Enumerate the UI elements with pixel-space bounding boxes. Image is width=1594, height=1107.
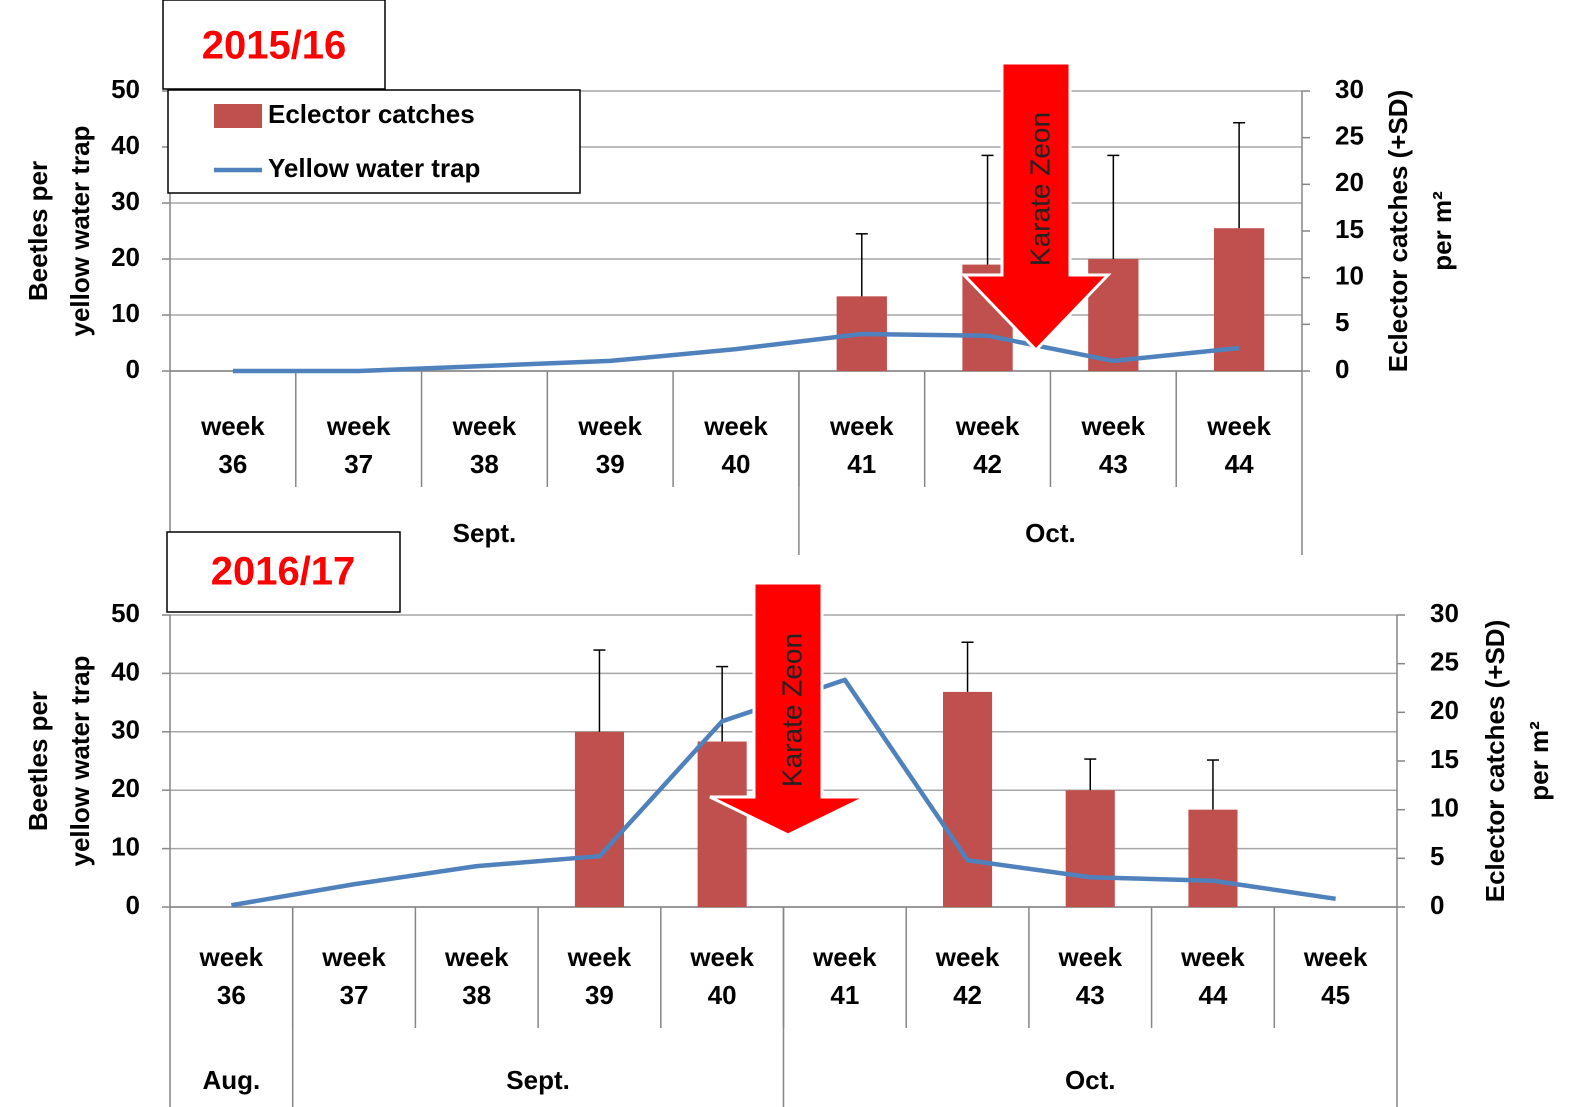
title-box [162, 0, 386, 90]
x-tick-label: week 40 [690, 942, 754, 1010]
group-label: Sept. [452, 518, 517, 548]
x-tick-label: week 36 [199, 942, 264, 1010]
y-tick-label: 30 [111, 186, 140, 216]
x-tick-label: week 37 [326, 411, 391, 479]
x-tick-label: week 44 [1207, 411, 1271, 479]
y-axis-label: yellow water trap [65, 126, 95, 337]
y2-tick-label: 10 [1430, 793, 1459, 823]
annotation: Karate Zeon [776, 633, 807, 787]
legend-swatch [214, 104, 262, 128]
x-tick-label: week 39 [578, 411, 643, 479]
x-tick-label: week 38 [452, 411, 517, 479]
x-tick-label: week 39 [567, 942, 632, 1010]
x-tick-label: week 43 [1081, 411, 1146, 479]
y2-tick-label: 25 [1430, 647, 1459, 677]
y-tick-label: 10 [111, 831, 140, 861]
x-tick-label: week 38 [444, 942, 509, 1010]
y2-tick-label: 25 [1335, 121, 1364, 151]
bar [1188, 809, 1238, 907]
y-tick-label: 30 [111, 715, 140, 745]
y2-tick-label: 0 [1335, 354, 1349, 384]
line [232, 331, 1240, 374]
y-axis-label: yellow water trap [65, 656, 95, 867]
y2-axis-label: Eclector catches (+SD) [1383, 90, 1413, 373]
error-bar [981, 154, 994, 265]
y-tick-label: 20 [111, 773, 140, 803]
error-bar [1206, 759, 1219, 810]
y2-tick-label: 5 [1430, 841, 1444, 871]
y-axis-label: Beetles per [23, 161, 53, 301]
error-bar [593, 649, 606, 732]
group-label: Aug. [202, 1065, 261, 1095]
error-bar [855, 233, 868, 297]
bar [574, 731, 624, 907]
y2-tick-label: 30 [1430, 598, 1459, 628]
y2-axis-label: per m² [1524, 721, 1554, 801]
group-label: Sept. [506, 1065, 570, 1095]
title-box [166, 531, 401, 613]
x-tick-label: week 41 [813, 942, 877, 1010]
x-tick-label: week 41 [829, 411, 894, 479]
x-tick-label: week 43 [1058, 942, 1123, 1010]
y2-tick-label: 5 [1335, 307, 1349, 337]
x-tick-label: week 42 [955, 411, 1020, 479]
y2-tick-label: 15 [1335, 214, 1364, 244]
y2-tick-label: 15 [1430, 744, 1459, 774]
arrow [960, 61, 1112, 353]
bar [1213, 228, 1265, 371]
chart-title: 2016/17 [211, 550, 356, 594]
y-tick-label: 50 [111, 74, 140, 104]
y2-tick-label: 30 [1335, 74, 1364, 104]
arrow [709, 581, 867, 837]
y-tick-label: 40 [111, 656, 140, 686]
group-label: Oct. [1064, 1065, 1116, 1095]
legend-label: Eclector catches [268, 99, 475, 129]
y2-tick-label: 20 [1430, 695, 1459, 725]
y-tick-label: 0 [126, 354, 140, 384]
x-tick-label: week 42 [935, 942, 1000, 1010]
y-tick-label: 40 [111, 130, 140, 160]
y-tick-label: 50 [111, 598, 140, 628]
y2-tick-label: 10 [1335, 261, 1364, 291]
y2-tick-label: 20 [1335, 167, 1364, 197]
error-bar [1107, 154, 1120, 259]
group-label: Oct. [1025, 518, 1076, 548]
y2-tick-label: 0 [1430, 890, 1444, 920]
y2-axis-label: Eclector catches (+SD) [1480, 620, 1510, 903]
y-tick-label: 20 [111, 242, 140, 272]
y2-axis-label: per m² [1427, 191, 1457, 271]
legend-label: Yellow water trap [268, 153, 480, 183]
bar [943, 691, 993, 907]
error-bar [1233, 121, 1246, 229]
y-tick-label: 10 [111, 298, 140, 328]
y-axis-label: Beetles per [23, 691, 53, 831]
x-tick-label: week 37 [322, 942, 386, 1010]
x-tick-label: week 36 [201, 411, 265, 479]
bar [1065, 790, 1115, 907]
error-bar [1084, 758, 1097, 791]
annotation: Karate Zeon [1024, 112, 1055, 266]
error-bar [961, 641, 974, 692]
x-tick-label: week 44 [1181, 942, 1245, 1010]
x-tick-label: week 40 [704, 411, 768, 479]
bar [697, 741, 747, 907]
x-tick-label: week 45 [1303, 942, 1368, 1010]
error-bar [716, 665, 729, 742]
y-tick-label: 0 [126, 890, 140, 920]
chart-title: 2015/16 [202, 24, 347, 68]
